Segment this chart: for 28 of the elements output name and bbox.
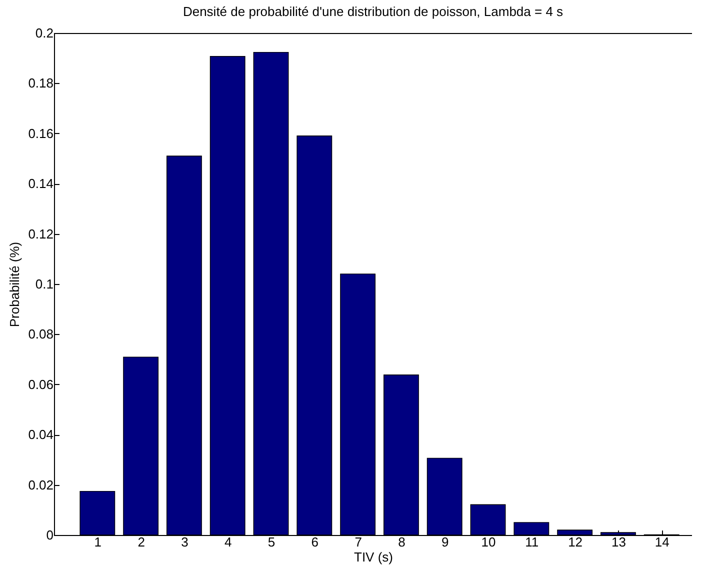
x-tick-label: 11 [525, 534, 539, 550]
y-axis-title: Probabilité (%) [7, 242, 22, 328]
x-tick-label: 13 [611, 534, 626, 550]
x-tick-label: 3 [181, 534, 188, 550]
x-tick-label: 14 [654, 534, 670, 550]
y-tick-label: 0 [46, 528, 54, 542]
x-tick-label: 10 [481, 534, 496, 550]
y-tick-label: 0.06 [28, 376, 54, 392]
y-tick-label: 0.1 [35, 276, 54, 292]
y-tick-label: 0.14 [28, 176, 54, 192]
x-tick-label: 6 [311, 534, 319, 550]
y-tick-label: 0.18 [28, 76, 54, 91]
y-tick-label: 0.04 [28, 427, 54, 442]
chart-title: Densité de probabilité d'une distribution de poisson, Lambda = 4 s [182, 4, 564, 19]
x-tick-label: 8 [398, 534, 406, 550]
x-tick-label: 2 [138, 534, 145, 550]
y-tick-label: 0.08 [28, 326, 54, 342]
x-tick-label: 4 [224, 534, 232, 550]
x-tick-label: 5 [268, 534, 276, 550]
x-tick-label: 7 [354, 534, 362, 550]
x-tick-label: 1 [94, 534, 102, 550]
y-tick-label: 0.12 [28, 226, 54, 242]
y-tick-label: 0.2 [35, 26, 54, 40]
x-tick-label: 9 [441, 534, 449, 550]
y-tick-label: 0.02 [28, 477, 54, 492]
x-tick-label: 12 [568, 534, 583, 550]
x-axis-title: TIV (s) [354, 550, 393, 564]
y-tick-label: 0.16 [28, 126, 54, 141]
